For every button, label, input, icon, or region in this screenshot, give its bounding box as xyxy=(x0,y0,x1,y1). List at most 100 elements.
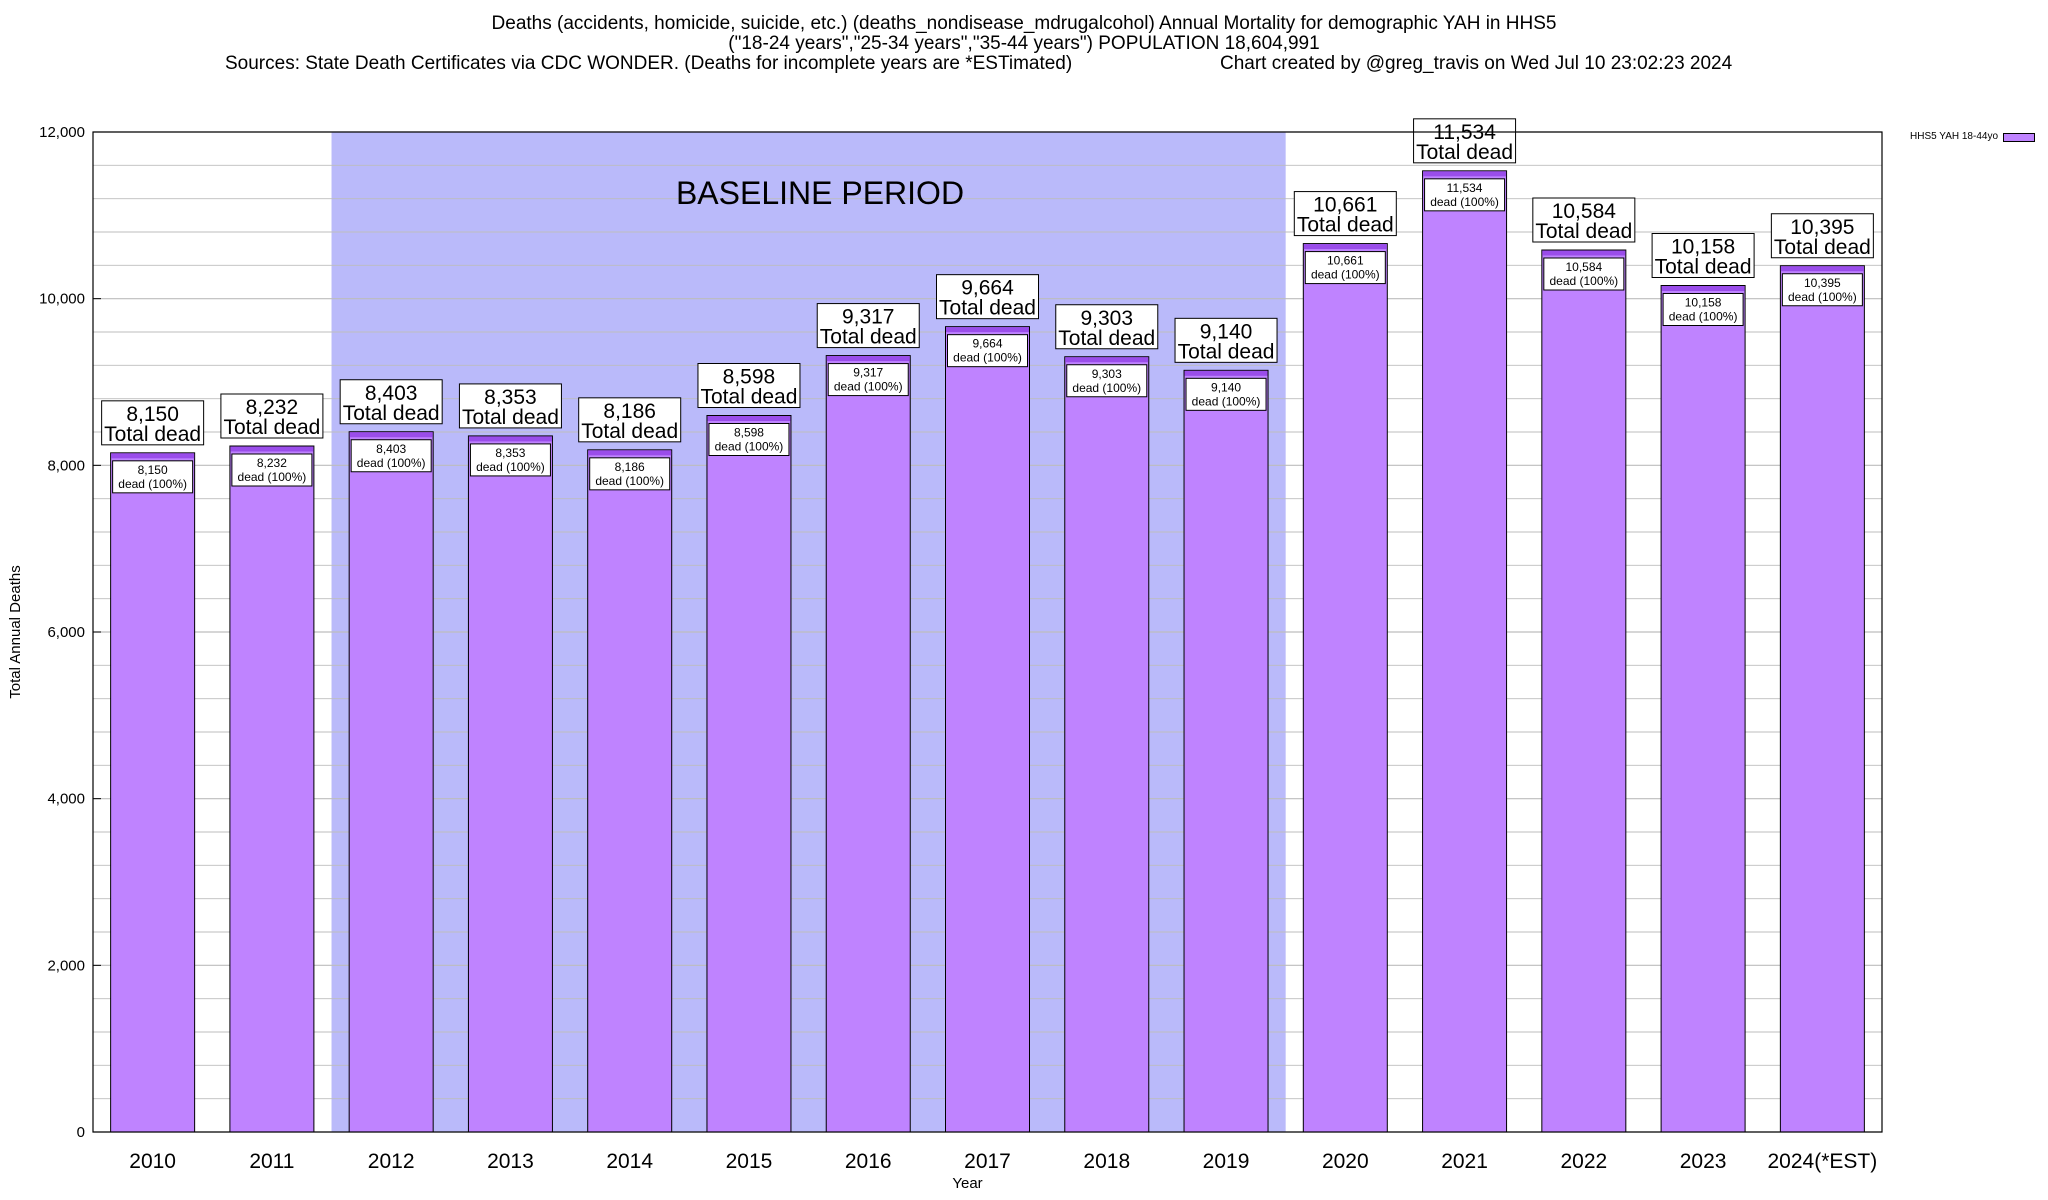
total-value-box xyxy=(816,303,920,349)
chart-sources-line: Sources: State Death Certificates via CD… xyxy=(225,53,1073,74)
total-value-box xyxy=(1413,118,1517,164)
bar-top-band xyxy=(588,450,672,456)
total-dead-label: Total dead xyxy=(104,423,201,446)
bar xyxy=(587,449,673,1133)
x-tick-label: 2015 xyxy=(726,1150,773,1173)
baseline-label: BASELINE PERIOD xyxy=(676,175,964,211)
x-tick-label: 2023 xyxy=(1680,1150,1727,1173)
bar xyxy=(467,435,553,1133)
legend-label: HHS5 YAH 18-44yo xyxy=(1910,131,1999,142)
inner-dead-label: dead (100%) xyxy=(357,456,426,470)
total-value-label: 8,353 xyxy=(484,386,537,409)
total-dead-label: Total dead xyxy=(1655,256,1752,279)
inner-value-box xyxy=(1662,293,1744,326)
inner-value-box xyxy=(1066,364,1148,398)
inner-value-label: 10,584 xyxy=(1565,260,1602,274)
total-dead-label: Total dead xyxy=(1058,327,1155,350)
x-tick-label: 2012 xyxy=(368,1150,415,1173)
x-axis-label: Year xyxy=(952,1175,982,1192)
inner-value-box xyxy=(827,363,909,397)
x-tick-label: 2014 xyxy=(606,1150,653,1173)
bar xyxy=(1302,243,1388,1133)
y-tick-label: 8,000 xyxy=(47,457,85,474)
inner-dead-label: dead (100%) xyxy=(1549,274,1618,288)
x-tick-label: 2019 xyxy=(1203,1150,1250,1173)
inner-value-label: 9,303 xyxy=(1092,367,1122,381)
bar xyxy=(229,445,315,1133)
total-value-label: 9,317 xyxy=(842,306,895,329)
bar xyxy=(1541,249,1627,1133)
inner-dead-label: dead (100%) xyxy=(953,351,1022,365)
bar-top-band xyxy=(1184,370,1268,376)
total-value-label: 10,584 xyxy=(1552,200,1617,223)
bar xyxy=(1422,170,1508,1133)
total-value-box xyxy=(1770,213,1874,259)
total-value-label: 9,664 xyxy=(961,277,1014,300)
inner-value-label: 11,534 xyxy=(1447,181,1483,195)
total-value-box xyxy=(101,400,205,446)
inner-dead-label: dead (100%) xyxy=(595,474,664,488)
inner-dead-label: dead (100%) xyxy=(476,460,545,474)
inner-value-box xyxy=(231,453,313,487)
total-value-label: 9,303 xyxy=(1080,307,1133,330)
bar-top-band xyxy=(468,436,552,442)
inner-value-label: 9,664 xyxy=(972,337,1002,351)
bar xyxy=(706,415,792,1133)
bar-top-band xyxy=(1423,171,1507,177)
bar-top-band xyxy=(946,327,1029,333)
total-dead-label: Total dead xyxy=(820,326,917,349)
inner-value-label: 8,353 xyxy=(495,446,525,460)
inner-value-label: 8,232 xyxy=(257,456,287,470)
legend: HHS5 YAH 18-44yo xyxy=(1910,131,2036,143)
bar xyxy=(945,326,1030,1133)
total-dead-label: Total dead xyxy=(1297,214,1394,237)
total-value-box xyxy=(1532,197,1636,243)
y-tick-label: 10,000 xyxy=(39,291,85,308)
total-dead-label: Total dead xyxy=(1535,220,1632,243)
bar xyxy=(110,452,196,1133)
total-value-box xyxy=(1055,304,1159,350)
inner-dead-label: dead (100%) xyxy=(1072,381,1141,395)
y-axis-label: Total Annual Deaths xyxy=(7,565,24,698)
inner-value-box xyxy=(1543,257,1625,291)
total-value-box xyxy=(1293,191,1397,237)
inner-dead-label: dead (100%) xyxy=(238,470,307,484)
legend-swatch xyxy=(2003,132,2036,142)
total-value-box xyxy=(1174,317,1278,363)
bar-top-band xyxy=(230,446,314,452)
x-tick-label: 2020 xyxy=(1322,1150,1369,1173)
inner-value-box xyxy=(1304,251,1386,285)
total-value-label: 8,598 xyxy=(723,366,776,389)
inner-value-label: 8,598 xyxy=(734,426,764,440)
total-dead-label: Total dead xyxy=(462,406,559,429)
total-value-box xyxy=(578,397,682,443)
bar xyxy=(1779,265,1865,1133)
total-value-box xyxy=(697,363,801,408)
total-dead-label: Total dead xyxy=(939,297,1036,320)
bar-top-band xyxy=(707,416,791,421)
inner-value-label: 10,395 xyxy=(1804,276,1841,290)
bar-top-band xyxy=(349,432,433,438)
total-dead-label: Total dead xyxy=(343,402,440,425)
inner-dead-label: dead (100%) xyxy=(1430,195,1499,209)
inner-dead-label: dead (100%) xyxy=(1192,394,1261,408)
x-tick-label: 2011 xyxy=(249,1150,294,1173)
bar-top-band xyxy=(111,453,195,459)
bar-top-band xyxy=(1303,244,1387,250)
total-value-box xyxy=(458,383,562,429)
inner-value-label: 8,186 xyxy=(615,460,645,474)
inner-dead-label: dead (100%) xyxy=(1311,268,1380,282)
bar-top-band xyxy=(1661,286,1745,291)
x-tick-label: 2022 xyxy=(1560,1150,1607,1173)
total-value-box xyxy=(936,274,1039,320)
inner-dead-label: dead (100%) xyxy=(1669,310,1738,324)
inner-value-label: 8,403 xyxy=(376,442,406,456)
bar-top-band xyxy=(1065,357,1149,363)
total-dead-label: Total dead xyxy=(1774,236,1871,259)
total-value-box xyxy=(220,393,324,439)
inner-value-box xyxy=(1424,178,1506,212)
total-value-label: 8,232 xyxy=(246,396,299,419)
inner-value-label: 8,150 xyxy=(138,463,168,477)
chart-credit: Chart created by @greg_travis on Wed Jul… xyxy=(1220,53,1733,74)
